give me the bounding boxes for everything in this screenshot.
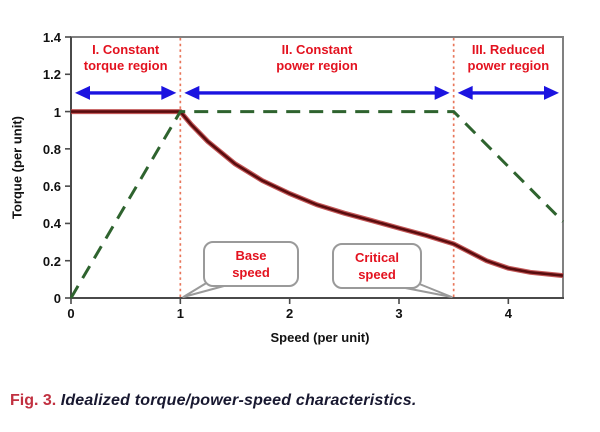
- region-label-line2: power region: [467, 58, 550, 73]
- callout-line2: speed: [232, 265, 270, 280]
- region-label-3: III. Reduced power region: [443, 42, 573, 74]
- x-tick-label: 3: [395, 306, 403, 321]
- critical-speed-callout: Critical speed: [332, 243, 422, 289]
- y-tick-label: 1: [53, 104, 61, 120]
- y-tick-label: 0.8: [42, 141, 61, 157]
- power-curve: [69, 110, 565, 299]
- callout-line2: speed: [358, 267, 396, 282]
- arrow-head-right: [161, 85, 177, 100]
- region-label-line2: power region: [276, 58, 358, 73]
- y-tick-label: 0: [53, 291, 61, 306]
- x-tick-label: 1: [176, 306, 184, 321]
- region-label-line2: torque region: [83, 58, 168, 73]
- figure-caption-text: Idealized torque/power-speed characteris…: [60, 392, 417, 409]
- x-tick-label: 2: [286, 306, 294, 321]
- region-label-2: II. Constant power region: [252, 42, 382, 74]
- arrow-head-left: [75, 85, 90, 100]
- y-tick-label: 1.2: [42, 67, 61, 83]
- base-speed-callout: Base speed: [203, 241, 299, 287]
- x-axis-title: Speed (per unit): [270, 330, 370, 345]
- callout-line1: Critical: [354, 250, 400, 265]
- region-label-1: I. Constant torque region: [61, 42, 191, 74]
- arrow-head-right: [544, 85, 559, 100]
- region-label-line1: II. Constant: [281, 42, 353, 57]
- region-label-line1: III. Reduced: [471, 42, 545, 57]
- arrow-head-left: [184, 85, 200, 100]
- figure-caption: Fig. 3. Idealized torque/power-speed cha…: [10, 392, 416, 410]
- y-tick-label: 0.2: [42, 253, 61, 269]
- x-tick-label: 0: [67, 306, 75, 321]
- plot-border: [70, 36, 564, 299]
- x-tick-label: 4: [504, 306, 512, 321]
- y-tick-label: 0.6: [42, 179, 61, 195]
- y-axis-title: Torque (per unit): [9, 115, 25, 220]
- region-label-line1: I. Constant: [92, 42, 160, 57]
- arrow-head-left: [457, 85, 473, 100]
- torque-speed-chart: Torque (per unit) Speed (per unit) 0 1 2 3 4…: [9, 30, 573, 345]
- y-tick-label: 0.4: [42, 216, 61, 232]
- callout-line1: Base: [235, 248, 267, 263]
- arrow-head-right: [434, 85, 450, 100]
- torque-curve-glow: [71, 109, 564, 279]
- torque-curve: [71, 110, 564, 277]
- y-tick-label: 1.4: [42, 30, 61, 45]
- figure-caption-label: Fig. 3.: [10, 392, 57, 409]
